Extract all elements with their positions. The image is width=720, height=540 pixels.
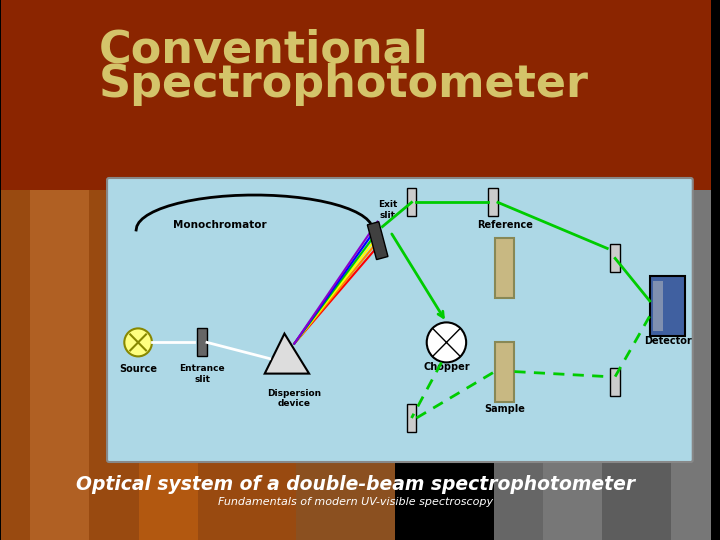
Text: Chopper: Chopper [423,362,469,373]
Bar [611,245,620,272]
Circle shape [427,322,466,362]
Polygon shape [1,0,297,540]
Polygon shape [139,0,198,540]
Text: Fundamentals of modern UV-visible spectroscopy: Fundamentals of modern UV-visible spectr… [218,497,493,507]
Text: Sample: Sample [484,403,525,414]
Bar [407,188,416,217]
Text: Optical system of a double-beam spectrophotometer: Optical system of a double-beam spectrop… [76,476,635,495]
Polygon shape [1,0,395,540]
Bar [407,404,416,432]
Polygon shape [265,334,309,374]
Bar [488,188,498,217]
Bar [197,328,207,356]
Text: Conventional: Conventional [99,29,429,71]
Text: Spectrophotometer: Spectrophotometer [99,64,589,106]
Text: Dispersion
device: Dispersion device [267,389,321,408]
Bar [653,281,662,331]
Polygon shape [494,0,711,540]
Text: Entrance
slit: Entrance slit [179,364,225,384]
Bar [495,238,515,298]
Text: Reference: Reference [477,220,533,230]
Polygon shape [1,0,711,190]
Text: Monochromator: Monochromator [173,220,266,229]
Text: Exit
slit: Exit slit [378,200,397,220]
Polygon shape [602,0,671,540]
Polygon shape [543,0,711,540]
Bar [367,222,388,260]
Bar [495,342,515,402]
Bar [611,368,620,396]
Text: Source: Source [119,364,157,374]
Text: Detector: Detector [644,336,691,346]
Polygon shape [30,0,89,540]
FancyBboxPatch shape [107,178,693,462]
Circle shape [125,328,152,356]
Bar [649,276,685,336]
